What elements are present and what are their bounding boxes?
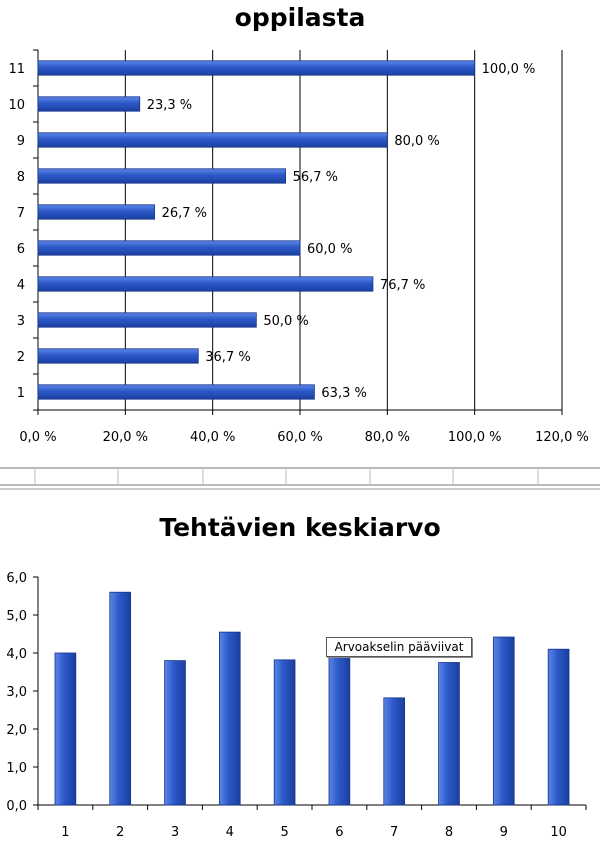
x-tick-label: 2 — [116, 825, 124, 840]
x-tick-label: 4 — [226, 825, 234, 840]
y-tick-label: 6 — [17, 242, 25, 257]
bar — [164, 660, 186, 806]
x-tick-label: 60,0 % — [277, 430, 322, 445]
x-tick-label: 100,0 % — [448, 430, 502, 445]
bar — [37, 348, 199, 364]
bar — [492, 636, 515, 806]
data-label: 23,3 % — [147, 98, 192, 113]
x-tick-label: 7 — [390, 825, 398, 840]
bar — [547, 648, 570, 806]
y-tick-label: 3,0 — [6, 685, 27, 700]
x-tick-label: 120,0 % — [535, 430, 589, 445]
gridlines-tooltip: Arvoakselin pääviivat — [326, 637, 472, 657]
y-tick-label: 6,0 — [6, 571, 27, 586]
chart2-title: Tehtävien keskiarvo — [159, 513, 441, 542]
data-label: 76,7 % — [380, 278, 425, 293]
y-tick-label: 1 — [17, 386, 25, 401]
data-label: 63,3 % — [321, 386, 366, 401]
data-label: 56,7 % — [293, 170, 338, 185]
x-tick-label: 9 — [500, 825, 508, 840]
x-tick-label: 6 — [335, 825, 343, 840]
y-tick-label: 4 — [17, 278, 25, 293]
y-tick-label: 1,0 — [6, 761, 27, 776]
y-tick-label: 10 — [8, 98, 25, 113]
bar — [438, 662, 460, 806]
y-tick-label: 7 — [17, 206, 25, 221]
bar — [37, 60, 476, 76]
bar — [273, 659, 296, 806]
y-tick-label: 0,0 — [6, 799, 27, 814]
bar — [37, 204, 155, 220]
y-tick-label: 8 — [17, 170, 25, 185]
data-label: 50,0 % — [263, 314, 308, 329]
data-label: 26,7 % — [162, 206, 207, 221]
data-label: 36,7 % — [205, 350, 250, 365]
y-tick-label: 2,0 — [6, 723, 27, 738]
y-tick-label: 5,0 — [6, 609, 27, 624]
x-tick-label: 1 — [61, 825, 69, 840]
y-tick-label: 11 — [8, 62, 25, 77]
x-tick-label: 20,0 % — [103, 430, 148, 445]
bar — [37, 96, 141, 112]
x-tick-label: 80,0 % — [365, 430, 410, 445]
bar — [37, 312, 257, 328]
data-label: 60,0 % — [307, 242, 352, 257]
y-tick-label: 9 — [17, 134, 25, 149]
x-tick-label: 0,0 % — [19, 430, 56, 445]
bar — [328, 656, 351, 806]
bar — [218, 631, 241, 806]
y-tick-label: 4,0 — [6, 647, 27, 662]
chart1-plot: 0,0 % 20,0 % 40,0 % 60,0 % 80,0 % 100,0 % 120,… — [8, 49, 589, 445]
bar — [37, 240, 301, 256]
bar — [37, 384, 315, 400]
bar — [383, 697, 406, 806]
x-tick-label: 10 — [550, 825, 567, 840]
y-tick-label: 3 — [17, 314, 25, 329]
chart1-title: oppilasta — [234, 3, 366, 32]
y-tick-label: 2 — [17, 350, 25, 365]
x-tick-label: 8 — [445, 825, 453, 840]
bar — [37, 168, 286, 184]
data-label: 100,0 % — [482, 62, 536, 77]
bar — [109, 591, 132, 806]
x-tick-label: 3 — [171, 825, 179, 840]
bar — [37, 276, 374, 292]
x-tick-label: 5 — [280, 825, 288, 840]
x-tick-label: 40,0 % — [190, 430, 235, 445]
bar — [54, 652, 77, 806]
bar — [37, 132, 388, 148]
data-label: 80,0 % — [394, 134, 439, 149]
